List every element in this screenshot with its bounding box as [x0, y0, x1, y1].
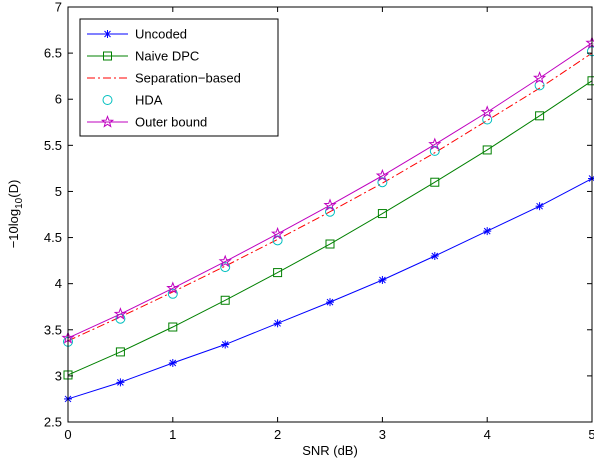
- legend-entry-0: Uncoded: [87, 27, 187, 42]
- data-point-4-1: [113, 307, 127, 320]
- legend-marker-1: [103, 51, 112, 61]
- data-point-3-3: [220, 262, 231, 273]
- series-line-4: [67, 42, 593, 339]
- data-point-0-2: [168, 358, 177, 367]
- legend-label-1: Naive DPC: [135, 49, 199, 64]
- x-tick-label-2: 2: [274, 427, 281, 442]
- series-2: [67, 52, 593, 342]
- legend-box: [79, 18, 279, 137]
- legend-marker-3: [102, 95, 113, 105]
- data-point-0-4: [273, 319, 282, 328]
- y-tick-label-2: 3.5: [44, 322, 62, 337]
- data-point-0-8: [483, 227, 492, 236]
- legend-label-3: HDA: [135, 93, 163, 108]
- data-point-4-5: [323, 198, 337, 211]
- y-axis-label-main: −10log: [6, 209, 21, 248]
- y-tick-label-9: 7: [55, 0, 62, 15]
- data-point-1-1: [115, 347, 125, 357]
- series-layer: [61, 36, 594, 403]
- plot-frame: [67, 6, 593, 423]
- x-tick-label-5: 5: [588, 427, 594, 442]
- y-tick-label-6: 5.5: [44, 138, 62, 153]
- y-tick-label-8: 6.5: [44, 46, 62, 61]
- y-axis-label: −10log10(D): [6, 180, 25, 249]
- data-point-0-9: [535, 202, 544, 211]
- series-4: [61, 36, 594, 344]
- data-point-0-7: [430, 252, 439, 260]
- y-tick-label-3: 4: [55, 276, 62, 291]
- data-point-0-3: [221, 340, 230, 349]
- y-tick-label-4: 4.5: [44, 230, 62, 245]
- legend-entry-1: Naive DPC: [87, 49, 199, 64]
- legend-marker-4: [100, 115, 115, 128]
- y-tick-label-5: 5: [55, 184, 62, 199]
- y-tick-label-1: 3: [55, 368, 62, 383]
- data-point-1-2: [168, 322, 178, 332]
- data-point-3-2: [167, 288, 178, 299]
- data-point-4-2: [166, 281, 180, 294]
- x-tick-label-4: 4: [484, 427, 491, 442]
- series-line-1: [67, 80, 593, 376]
- legend-entry-3: HDA: [102, 93, 163, 108]
- data-point-4-8: [480, 105, 494, 118]
- y-axis-label-sub: 10: [14, 197, 25, 209]
- legend-entry-2: Separation−based: [87, 71, 241, 86]
- x-tick-label-3: 3: [379, 427, 386, 442]
- data-point-1-4: [273, 268, 283, 278]
- data-point-0-5: [326, 298, 334, 307]
- data-point-1-9: [535, 111, 545, 121]
- x-axis-label: SNR (dB): [302, 443, 358, 458]
- x-tick-label-1: 1: [169, 427, 176, 442]
- legend-label-2: Separation−based: [135, 71, 241, 86]
- data-point-4-7: [428, 137, 442, 151]
- x-tick-label-0: 0: [64, 427, 71, 442]
- legend-label-0: Uncoded: [135, 27, 187, 42]
- data-point-0-6: [378, 275, 387, 284]
- data-point-4-4: [271, 226, 285, 240]
- data-point-0-1: [116, 378, 125, 387]
- data-point-1-7: [430, 177, 440, 187]
- data-point-4-9: [533, 71, 547, 84]
- y-axis-label-tail: (D): [6, 180, 21, 198]
- legend-marker-0: [103, 30, 112, 38]
- data-point-4-3: [218, 254, 232, 268]
- legend-entry-4: Outer bound: [87, 115, 207, 130]
- data-point-1-8: [482, 145, 492, 155]
- data-point-1-3: [220, 295, 230, 305]
- data-point-4-6: [375, 168, 389, 182]
- series-line-2: [67, 52, 593, 342]
- y-tick-label-7: 6: [55, 92, 62, 107]
- data-point-1-5: [325, 239, 335, 249]
- ticks-layer: 0 1 2 3 4 5 2.5 3 3.5 4 4.5 5 5.5 6 6.5 7: [44, 0, 594, 442]
- legend-label-4: Outer bound: [135, 115, 207, 130]
- legend: Uncoded Naive DPC Separation−based HDA Outer…: [79, 18, 279, 137]
- y-tick-label-0: 2.5: [44, 415, 62, 430]
- series-1: [63, 76, 594, 380]
- data-point-1-6: [377, 209, 387, 219]
